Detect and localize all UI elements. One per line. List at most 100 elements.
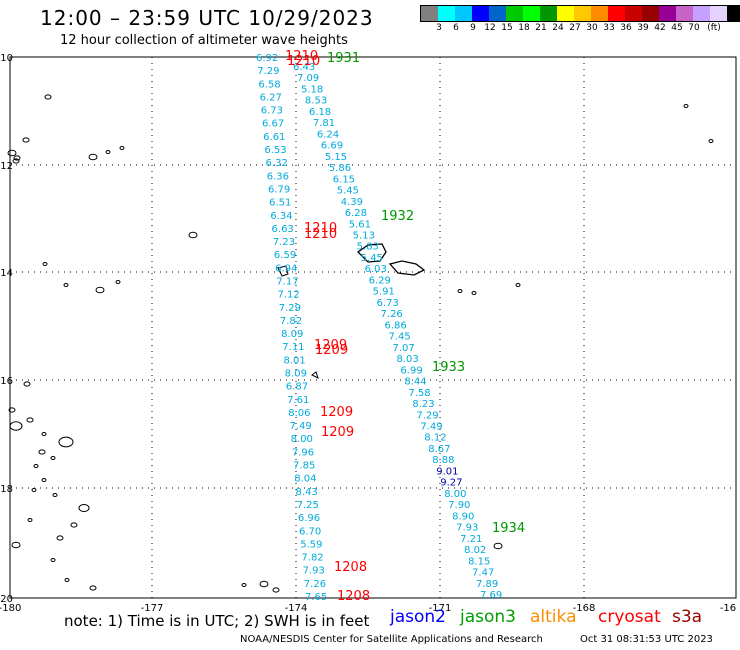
wave-height-reading: 6.28 xyxy=(345,208,367,219)
legend-swatch xyxy=(727,6,740,21)
island-outline xyxy=(8,407,16,413)
wave-height-reading: 7.65 xyxy=(305,592,327,603)
wave-height-reading: 7.58 xyxy=(408,388,430,399)
island-outline xyxy=(89,585,97,591)
legend-tick-label: 27 xyxy=(569,23,581,33)
island-outline xyxy=(63,283,69,287)
wave-height-reading: 7.17 xyxy=(276,276,298,287)
satellite-altika: altika xyxy=(530,607,577,627)
wave-height-reading: 6.61 xyxy=(263,132,285,143)
wave-height-reading: 7.45 xyxy=(388,332,410,343)
time-label-red: 1209 xyxy=(314,338,347,353)
island-outline xyxy=(27,518,33,522)
island-outline xyxy=(31,488,37,492)
wave-height-reading: 7.23 xyxy=(273,237,295,248)
wave-height-reading: 5.61 xyxy=(349,219,371,230)
time-label-green: 1931 xyxy=(327,51,360,66)
wave-height-reading: 7.61 xyxy=(287,395,309,406)
legend-swatch xyxy=(642,6,659,21)
wave-height-reading: 8.44 xyxy=(404,377,426,388)
legend-tick-label: 12 xyxy=(484,23,496,33)
note-text: note: 1) Time is in UTC; 2) SWH is in fe… xyxy=(64,612,370,630)
x-axis-label: -16 xyxy=(720,603,736,614)
wave-height-reading: 8.88 xyxy=(432,455,454,466)
island-outline xyxy=(50,558,56,562)
wave-height-reading: 6.03 xyxy=(365,264,387,275)
wave-height-reading: 7.93 xyxy=(303,566,325,577)
island-outline xyxy=(41,432,47,436)
island-outline xyxy=(13,155,21,161)
y-axis-label: -14 xyxy=(0,268,13,279)
time-label-red: 1210 xyxy=(285,49,318,64)
time-label-red: 1210 xyxy=(304,221,337,236)
time-label-green: 1933 xyxy=(432,360,465,375)
wave-height-reading: 8.53 xyxy=(305,96,327,107)
legend-swatch xyxy=(523,6,540,21)
wave-height-reading: 6.92 xyxy=(256,53,278,64)
wave-height-reading: 9.27 xyxy=(440,478,462,489)
island-outline xyxy=(119,146,125,150)
island-outline xyxy=(9,421,23,431)
satellite-s3a: s3a xyxy=(672,607,703,627)
time-label-green: 1934 xyxy=(492,521,525,536)
island-outline xyxy=(50,456,56,460)
wave-height-reading: 7.21 xyxy=(460,534,482,545)
wave-height-reading: 7.89 xyxy=(476,579,498,590)
island-outline xyxy=(58,436,74,448)
x-axis-label: -168 xyxy=(573,603,596,614)
wave-height-reading: 6.73 xyxy=(261,106,283,117)
legend-tick-label: 36 xyxy=(620,23,632,33)
legend-tick-label: 21 xyxy=(535,23,547,33)
wave-height-reading: 9.01 xyxy=(436,466,458,477)
island-outline xyxy=(277,265,289,277)
wave-height-reading: 7.11 xyxy=(282,342,304,353)
island-outline xyxy=(471,291,477,295)
island-outline xyxy=(708,139,714,143)
wave-height-reading: 5.86 xyxy=(329,163,351,174)
legend-swatch xyxy=(438,6,455,21)
island-outline xyxy=(188,231,198,239)
wave-height-reading: 7.82 xyxy=(301,553,323,564)
wave-height-reading: 6.29 xyxy=(369,275,391,286)
legend-tick-label: 3 xyxy=(436,23,442,33)
wave-height-reading: 7.29 xyxy=(279,303,301,314)
wave-height-reading: 6.70 xyxy=(299,526,321,537)
wave-height-reading: 8.00 xyxy=(291,434,313,445)
island-outline xyxy=(70,522,78,528)
island-outline xyxy=(52,493,58,497)
island-outline xyxy=(12,158,20,164)
wave-height-reading: 8.00 xyxy=(444,489,466,500)
wave-height-reading: 8.02 xyxy=(464,545,486,556)
legend-tick-label: 39 xyxy=(637,23,649,33)
wave-height-reading: 6.36 xyxy=(267,171,289,182)
map-title: 12:00 – 23:59 UTC 10/29/2023 xyxy=(40,6,374,30)
y-axis-label: -16 xyxy=(0,376,13,387)
island-outline xyxy=(56,535,64,541)
island-outline xyxy=(26,417,34,423)
island-outline xyxy=(88,153,98,161)
wave-height-reading: 6.34 xyxy=(270,211,292,222)
wave-height-reading: 8.90 xyxy=(452,511,474,522)
wave-height-reading: 8.09 xyxy=(281,329,303,340)
y-axis-label: -10 xyxy=(0,53,13,64)
wave-height-reading: 6.69 xyxy=(321,141,343,152)
x-axis-label: -171 xyxy=(429,603,452,614)
wave-height-reading: 6.51 xyxy=(269,198,291,209)
island-outline xyxy=(272,587,280,593)
wave-height-reading: 8.04 xyxy=(294,474,316,485)
wave-height-reading: 5.59 xyxy=(300,539,322,550)
legend-tick-label: 70 xyxy=(688,23,700,33)
time-label-red: 1208 xyxy=(334,560,367,575)
wave-height-reading: 6.24 xyxy=(317,129,339,140)
wave-height-reading: 7.82 xyxy=(280,316,302,327)
satellite-cryosat: cryosat xyxy=(598,607,661,627)
legend-ticks: 3 6 9 12 15 18 21 24 27 30 33 36 39 42 45 70 (ft) xyxy=(420,23,730,35)
island-outline xyxy=(33,464,39,468)
wave-height-reading: 6.96 xyxy=(298,513,320,524)
wave-height-reading: 5.45 xyxy=(337,186,359,197)
wave-height-reading: 7.29 xyxy=(416,410,438,421)
island-outline xyxy=(42,262,48,266)
legend-swatch xyxy=(472,6,489,21)
wave-height-reading: 7.07 xyxy=(392,343,414,354)
